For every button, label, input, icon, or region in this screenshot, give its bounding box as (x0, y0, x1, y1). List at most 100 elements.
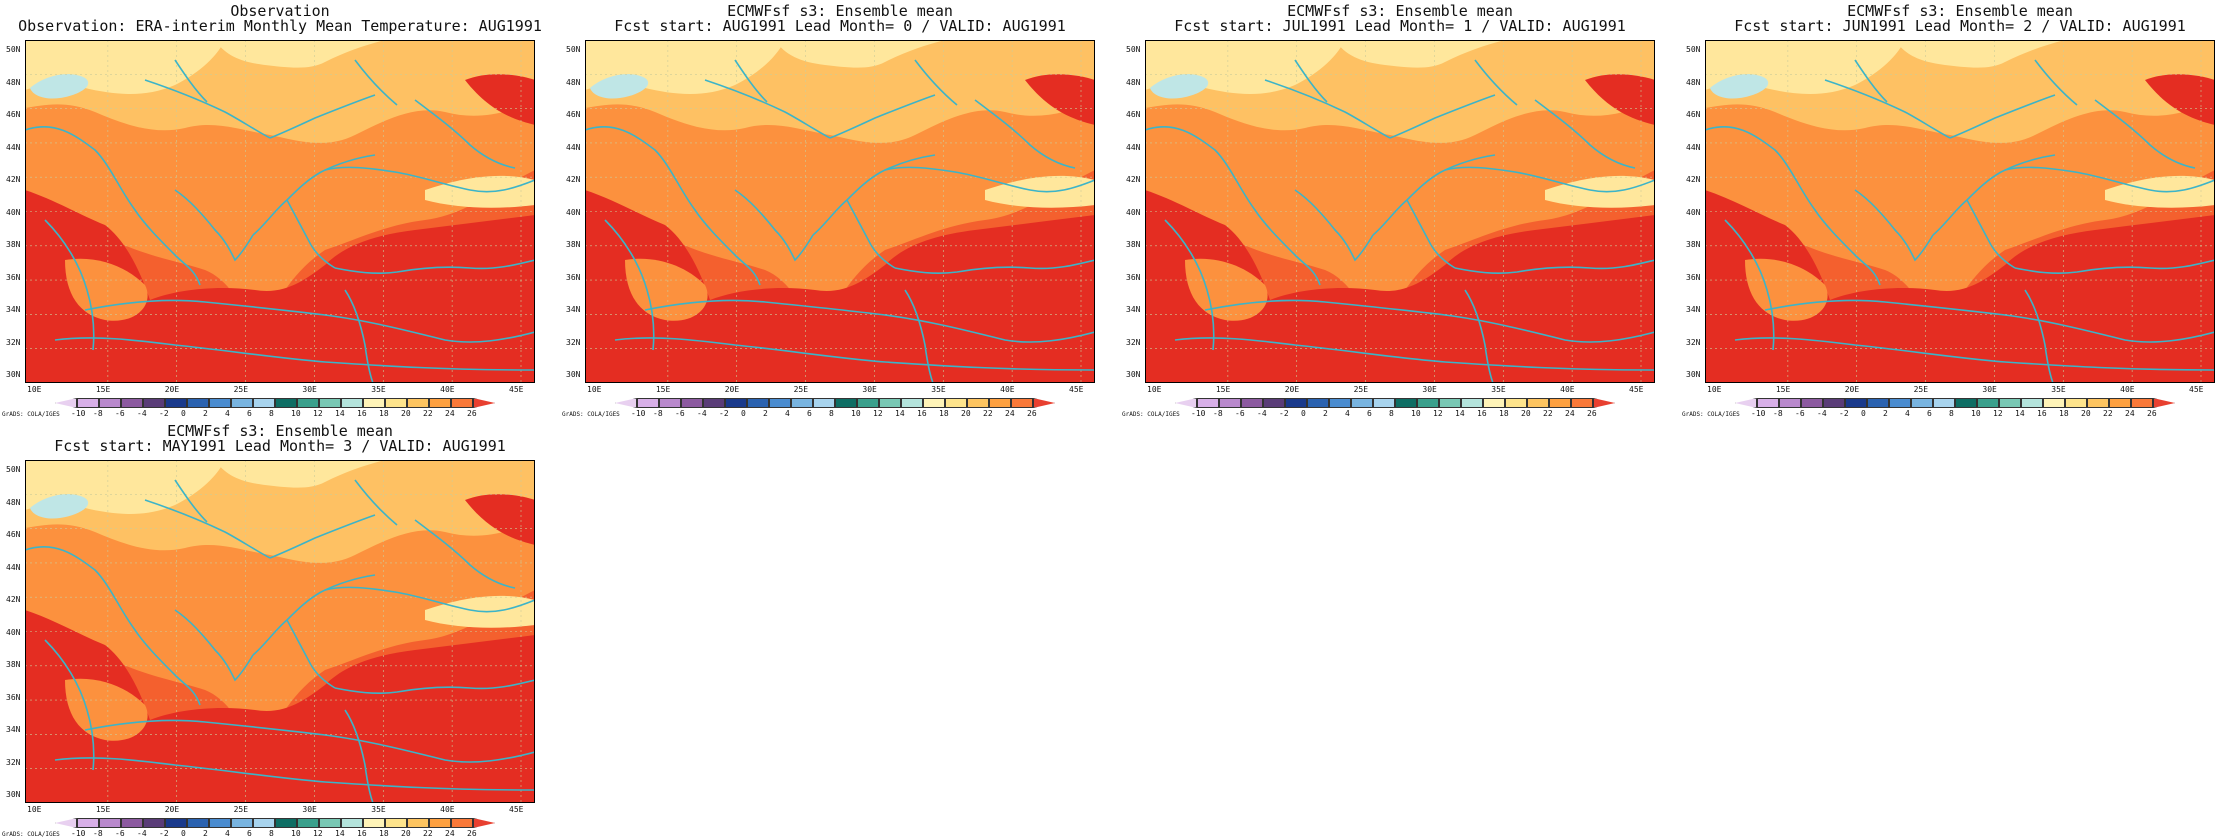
colorbar-tick-label: 6 (247, 409, 252, 418)
coastline (344, 289, 374, 383)
latitude-label: 46N (6, 110, 21, 119)
colorbar-swatch (165, 398, 187, 408)
colorbar-swatch (121, 818, 143, 828)
colorbar-swatch (791, 398, 813, 408)
colorbar-tick-label: -8 (653, 409, 663, 418)
coastline (1966, 199, 2016, 269)
latitude-label: 40N (566, 207, 581, 217)
colorbar-tick-label: 18 (1499, 409, 1509, 418)
latitude-label: 42N (1686, 175, 1701, 184)
colorbar-swatch (1845, 398, 1867, 408)
colorbar-tick-label: 18 (939, 409, 949, 418)
latitude-label: 36N (1686, 272, 1701, 282)
coastline (1724, 219, 1775, 351)
colorbar-swatch (407, 398, 429, 408)
temperature-contour-band (1145, 190, 1655, 383)
colorbar-swatch (1977, 398, 1999, 408)
colorbar-swatch (923, 398, 945, 408)
map-panel: Observation Observation: ERA-interim Mont… (0, 0, 560, 420)
colorbar-tick-label: 16 (917, 409, 927, 418)
latitude-label: 42N (6, 175, 21, 184)
colorbar-tick-label: -4 (1257, 409, 1267, 418)
colorbar-swatch (725, 398, 747, 408)
coastline (1932, 154, 2056, 236)
coastline (324, 586, 535, 613)
longitude-label: 10E (27, 805, 42, 814)
colorbar-swatch (1417, 398, 1439, 408)
colorbar-swatch (769, 398, 791, 408)
longitude-label: 45E (2189, 385, 2204, 394)
colorbar-swatch (297, 818, 319, 828)
coastline (174, 189, 254, 262)
temperature-contour-band (585, 190, 1095, 383)
coastline (324, 166, 535, 193)
latitude-label: 48N (1126, 77, 1141, 87)
latitude-label: 42N (566, 175, 581, 184)
latitude-label: 38N (1126, 240, 1141, 249)
latitude-label: 38N (6, 660, 21, 669)
longitude-label: 35E (931, 385, 946, 394)
colorbar-tick-label: 10 (291, 409, 301, 418)
longitude-label: 40E (440, 805, 455, 814)
coastline (54, 337, 535, 371)
longitude-label: 35E (1491, 385, 1506, 394)
colorbar-tick-label: 12 (873, 409, 883, 418)
colorbar-tick-label: -8 (1213, 409, 1223, 418)
temperature-contour-band (1705, 190, 2215, 383)
latitude-label: 32N (1686, 337, 1701, 347)
colorbar-swatch (1911, 398, 1933, 408)
grads-credit: GrADS: COLA/IGES (2, 411, 60, 418)
temperature-contour-band (1150, 74, 1209, 99)
latitude-label: 44N (566, 142, 581, 152)
colorbar-tick-label: -4 (137, 829, 147, 838)
latitude-label: 46N (6, 530, 21, 539)
colorbar-tick-label: 4 (225, 829, 230, 838)
colorbar-swatch (319, 398, 341, 408)
colorbar-tick-label: 6 (1367, 409, 1372, 418)
coastline (286, 619, 336, 689)
colorbar-swatch (1285, 398, 1307, 408)
coastline (904, 289, 934, 383)
colorbar-tick-label: 0 (1301, 409, 1306, 418)
longitude-label: 25E (233, 385, 249, 394)
colorbar-swatch (1933, 398, 1955, 408)
colorbar-swatch (1395, 398, 1417, 408)
colorbar-swatch (681, 398, 703, 408)
colorbar-swatch (1889, 398, 1911, 408)
coastline (585, 126, 761, 286)
latitude-label: 36N (566, 272, 581, 282)
colorbar-swatch (77, 398, 99, 408)
colorbar-tick-label: 22 (983, 409, 993, 418)
colorbar-swatch (1439, 398, 1461, 408)
coastline (44, 639, 95, 771)
colorbar-tick-label: 8 (269, 829, 274, 838)
colorbar-swatch (1307, 398, 1329, 408)
coastline (1204, 299, 1655, 343)
colorbar-tick-label: 2 (763, 409, 768, 418)
longitude-label: 35E (371, 805, 386, 814)
colorbar-swatch (1175, 398, 1197, 408)
latitude-label: 36N (1126, 272, 1141, 282)
coastline (1164, 219, 1215, 351)
coastline (1854, 59, 2078, 106)
temperature-contour-band (30, 74, 89, 99)
latitude-label: 34N (1686, 305, 1701, 314)
coastline (54, 757, 535, 791)
colorbar-swatch (473, 398, 495, 408)
longitude-label: 40E (1560, 385, 1575, 394)
longitude-label: 45E (1629, 385, 1644, 394)
colorbar-tick-label: 12 (313, 409, 323, 418)
colorbar-tick-label: -6 (1235, 409, 1245, 418)
colorbar-tick-label: 12 (313, 829, 323, 838)
colorbar-tick-label: -2 (719, 409, 729, 418)
colorbar (1175, 398, 1615, 408)
colorbar-tick-label: 26 (1587, 409, 1597, 418)
coastline (812, 154, 936, 236)
colorbar-swatch (747, 398, 769, 408)
colorbar-swatch (363, 398, 385, 408)
coastline (734, 189, 814, 262)
panel-title: ECMWFsf s3: Ensemble mean (167, 422, 393, 440)
longitude-label: 25E (1913, 385, 1929, 394)
longitude-label: 40E (2120, 385, 2135, 394)
temperature-contour-band (30, 494, 89, 519)
